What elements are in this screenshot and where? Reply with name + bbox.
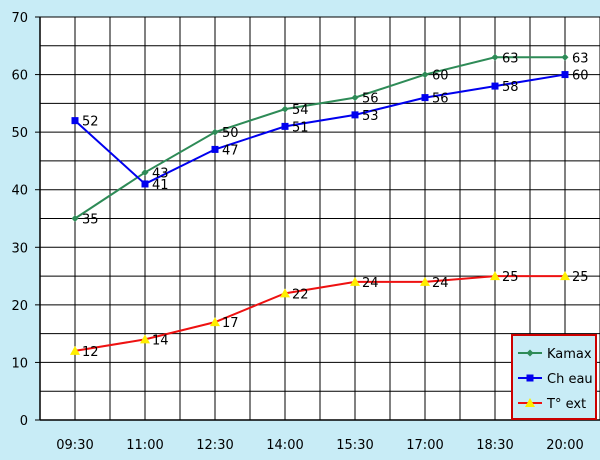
diamond-marker	[211, 128, 219, 136]
square-marker	[141, 180, 149, 188]
square-marker	[351, 111, 359, 119]
diamond-marker	[281, 105, 289, 113]
diamond-marker	[71, 215, 79, 222]
diamond-marker	[351, 94, 359, 102]
legend-label: Ch eau	[547, 372, 593, 387]
y-tick-label: 60	[11, 69, 28, 84]
diamond-marker	[491, 53, 499, 61]
square-marker	[421, 94, 429, 102]
x-tick-label: 18:30	[476, 438, 513, 453]
diamond-marker	[141, 168, 149, 176]
legend: Kamax Ch eau T° ext	[511, 334, 597, 420]
triangle-marker	[560, 271, 570, 281]
x-tick-label: 17:00	[406, 438, 443, 453]
y-tick-label: 10	[11, 356, 28, 371]
diamond-marker	[561, 53, 569, 61]
data-label: 24	[362, 276, 379, 291]
data-label: 60	[572, 69, 589, 84]
square-marker	[211, 145, 219, 153]
y-tick-label: 20	[11, 299, 28, 314]
x-tick-label: 15:30	[336, 438, 373, 453]
data-label: 51	[292, 120, 309, 135]
data-label: 35	[82, 213, 99, 228]
data-label: 63	[572, 51, 589, 66]
legend-label: T° ext	[546, 397, 586, 412]
legend-entry: T° ext	[518, 397, 586, 412]
data-label: 53	[362, 109, 379, 124]
x-tick-label: 12:30	[196, 438, 233, 453]
data-label: 25	[572, 270, 589, 285]
series-line	[74, 56, 565, 220]
data-labels: 35 43 50 54 56 60 63 63 52 41 47 51 53 56 58 60 12 14 17 22…	[82, 51, 589, 360]
legend-entry: Ch eau	[518, 372, 593, 387]
diamond-marker	[526, 349, 534, 357]
data-label: 56	[362, 92, 379, 107]
series-line	[74, 73, 566, 186]
axes: 0 10 20 30 40 50 60 70 09:30 11:00 12:30 14:00 15:30…	[11, 11, 600, 453]
y-tick-label: 30	[11, 241, 28, 256]
triangle-marker	[140, 334, 150, 344]
series-3	[70, 271, 570, 355]
data-label: 14	[152, 333, 169, 348]
square-marker	[561, 71, 569, 79]
data-label: 25	[502, 270, 519, 285]
data-label: 17	[222, 316, 239, 331]
y-tick-label: 40	[11, 184, 28, 199]
square-marker	[526, 374, 534, 382]
x-tick-label: 14:00	[266, 438, 303, 453]
data-label: 22	[292, 287, 309, 302]
legend-label: Kamax	[547, 347, 592, 362]
data-label: 54	[292, 103, 309, 118]
x-tick-label: 20:00	[546, 438, 583, 453]
x-tick-label: 09:30	[56, 438, 93, 453]
triangle-marker	[210, 317, 220, 327]
data-label: 52	[82, 115, 99, 130]
series-line	[74, 275, 565, 352]
series	[70, 53, 570, 355]
y-tick-label: 0	[20, 414, 28, 429]
triangle-marker	[350, 276, 360, 286]
data-label: 58	[502, 80, 519, 95]
triangle-marker	[70, 345, 80, 355]
triangle-marker	[525, 398, 535, 407]
data-label: 24	[432, 276, 449, 291]
diamond-marker	[421, 71, 429, 79]
triangle-marker	[490, 271, 500, 281]
legend-entry: Kamax	[518, 347, 592, 362]
data-label: 47	[222, 143, 239, 158]
data-label: 50	[222, 126, 239, 141]
data-label: 12	[82, 345, 99, 360]
series-1	[71, 53, 569, 222]
triangle-marker	[280, 288, 290, 298]
data-label: 60	[432, 69, 449, 84]
data-label: 41	[152, 178, 169, 193]
y-tick-label: 70	[11, 11, 28, 26]
square-marker	[491, 82, 499, 90]
series-2	[71, 71, 569, 188]
data-label: 56	[432, 92, 449, 107]
square-marker	[71, 117, 79, 125]
triangle-marker	[420, 276, 430, 286]
data-label: 63	[502, 51, 519, 66]
x-tick-label: 11:00	[126, 438, 163, 453]
square-marker	[281, 122, 289, 130]
data-label: 43	[152, 166, 169, 181]
y-tick-label: 50	[11, 126, 28, 141]
